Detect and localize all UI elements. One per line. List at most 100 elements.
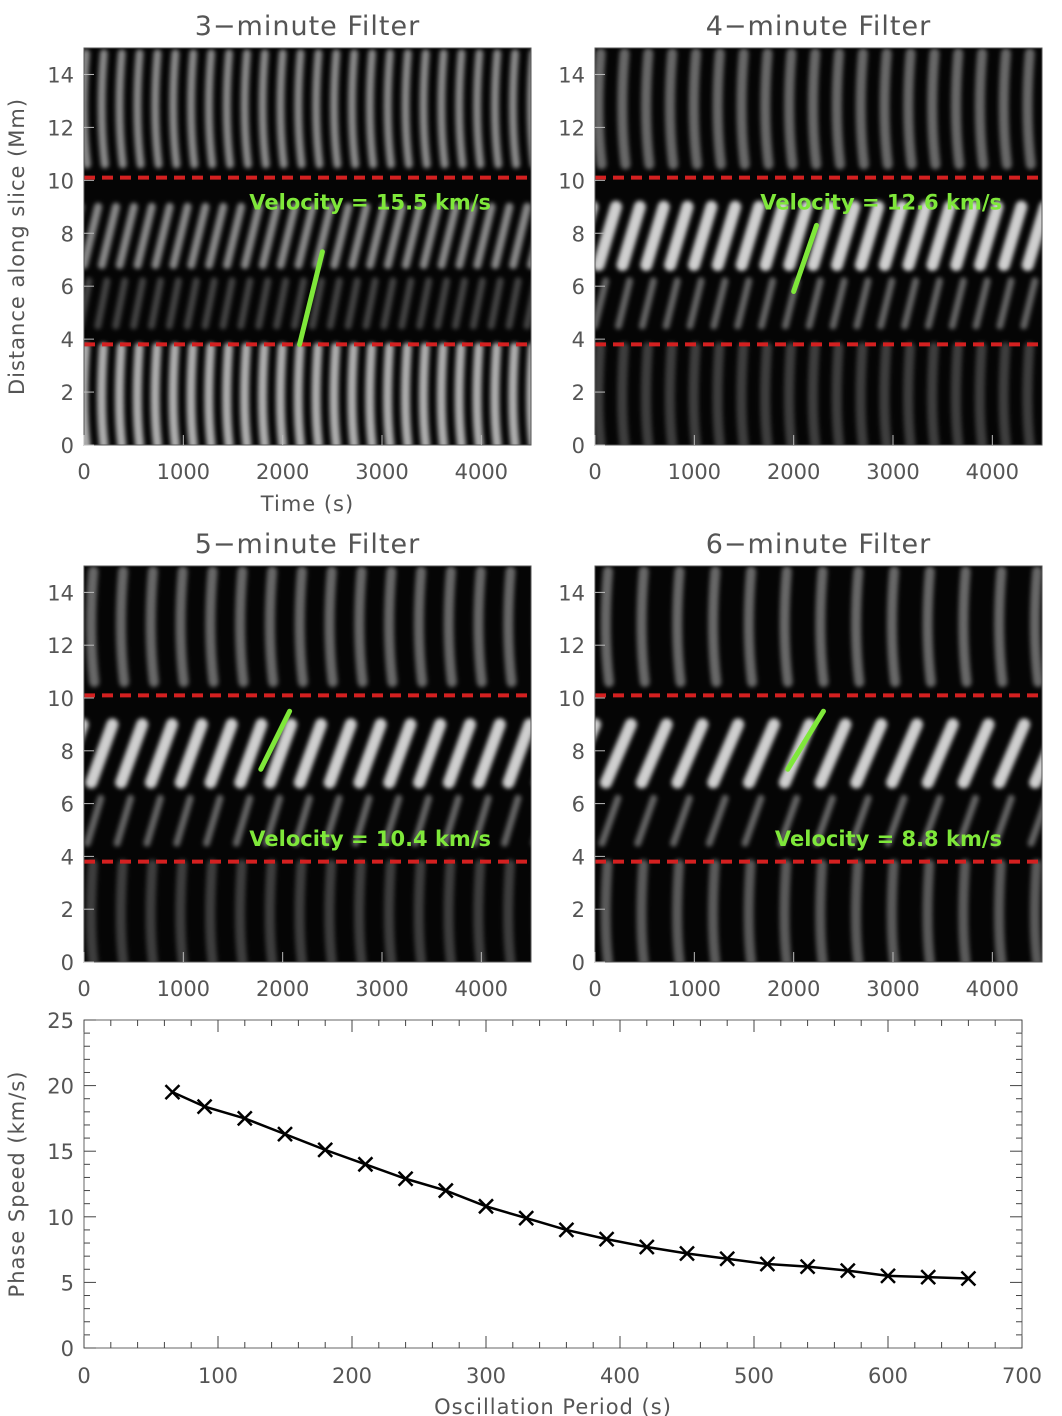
y-tick-label: 0 (572, 951, 585, 975)
panel-3-minute-filter: Velocity = 15.5 km/s 0 1000 2000 3000 4000 0 2 4… (5, 11, 532, 516)
x-tick-label: 3000 (355, 977, 408, 1001)
y-tick-label: 14 (47, 63, 74, 87)
data-point-marker (277, 1126, 293, 1143)
heatmap-oscillation-ridges (84, 566, 531, 962)
panel-title: 6−minute Filter (706, 529, 931, 560)
data-point-marker (478, 1198, 494, 1215)
fit-line (791, 222, 820, 294)
x-tick-label: 4000 (455, 460, 508, 484)
x-axis-label: Time (s) (260, 492, 354, 516)
y-tick-label: 10 (47, 1206, 74, 1230)
fit-line (785, 708, 826, 772)
x-tick-label: 0 (77, 1364, 90, 1388)
y-tick-label: 8 (61, 222, 74, 246)
velocity-annotation: Velocity = 12.6 km/s (760, 190, 1002, 214)
x-tick-label: 2000 (256, 977, 309, 1001)
y-tick-label: 10 (47, 687, 74, 711)
y-tick-label: 14 (558, 581, 585, 605)
panel-title: 3−minute Filter (195, 11, 420, 42)
y-tick-label: 10 (47, 169, 74, 193)
x-tick-label: 100 (198, 1364, 238, 1388)
data-point-marker (164, 1084, 181, 1101)
data-point-marker (598, 1231, 615, 1247)
data-point-marker (960, 1270, 977, 1287)
data-point-marker (759, 1256, 776, 1272)
x-tick-label: 1000 (157, 977, 210, 1001)
x-tick-label: 3000 (866, 460, 919, 484)
velocity-annotation: Velocity = 15.5 km/s (249, 190, 491, 214)
x-tick-label: 4000 (966, 460, 1019, 484)
data-point-marker (196, 1098, 213, 1115)
data-point-marker (839, 1262, 856, 1279)
data-point-marker (719, 1250, 736, 1267)
data-point-marker (236, 1110, 253, 1127)
y-tick-label: 12 (558, 116, 585, 140)
y-tick-label: 2 (572, 381, 585, 405)
x-tick-label: 600 (868, 1364, 908, 1388)
y-tick-label: 0 (572, 434, 585, 458)
panel-4-minute-filter: Velocity = 12.6 km/s 0 1000 2000 3000 4000 0 2 4… (558, 11, 1043, 484)
plot-frame (594, 565, 1043, 963)
plot-frame (83, 1019, 1023, 1349)
y-tick-label: 10 (558, 687, 585, 711)
data-point-marker (920, 1269, 937, 1286)
y-axis-label: Phase Speed (km/s) (5, 1071, 29, 1298)
y-tick-label: 2 (572, 898, 585, 922)
panel-title: 5−minute Filter (195, 529, 420, 560)
x-tick-label: 1000 (668, 460, 721, 484)
y-tick-label: 5 (61, 1271, 74, 1295)
fit-line (297, 249, 325, 347)
y-tick-label: 10 (558, 169, 585, 193)
y-tick-label: 4 (61, 845, 74, 869)
panel-title: 4−minute Filter (706, 11, 931, 42)
plot-frame (594, 47, 1043, 446)
y-tick-label: 8 (572, 740, 585, 764)
plot-frame (83, 565, 532, 963)
x-tick-label: 4000 (455, 977, 508, 1001)
panel-phase-speed: 0 100 200 300 400 500 600 700 0 5 10 15 20 25 Oscillat… (5, 1009, 1042, 1416)
data-point-marker (317, 1142, 334, 1158)
y-tick-label: 0 (61, 951, 74, 975)
y-tick-label: 12 (47, 116, 74, 140)
x-tick-label: 400 (600, 1364, 640, 1388)
x-tick-label: 3000 (355, 460, 408, 484)
data-point-marker (638, 1239, 655, 1255)
panel-6-minute-filter: Velocity = 8.8 km/s 0 1000 2000 3000 4000 0 2 4 6… (558, 529, 1043, 1001)
plot-frame (83, 47, 532, 446)
y-axis-label: Distance along slice (Mm) (5, 98, 29, 395)
y-tick-label: 6 (61, 275, 74, 299)
data-point-marker (558, 1222, 575, 1238)
data-point-marker (518, 1210, 535, 1226)
y-tick-label: 20 (47, 1075, 74, 1099)
x-tick-label: 3000 (866, 977, 919, 1001)
y-tick-label: 8 (572, 222, 585, 246)
x-tick-label: 0 (77, 460, 90, 484)
fit-line (258, 708, 293, 772)
x-tick-label: 200 (332, 1364, 372, 1388)
y-tick-label: 6 (572, 275, 585, 299)
data-point-marker (880, 1267, 896, 1284)
y-tick-label: 4 (61, 328, 74, 352)
y-tick-label: 0 (61, 434, 74, 458)
x-tick-label: 0 (77, 977, 90, 1001)
x-tick-label: 0 (588, 977, 601, 1001)
data-point-marker (397, 1170, 414, 1187)
y-tick-label: 2 (61, 898, 74, 922)
x-tick-label: 4000 (966, 977, 1019, 1001)
y-tick-label: 12 (47, 634, 74, 658)
x-tick-label: 700 (1002, 1364, 1042, 1388)
x-tick-label: 2000 (767, 460, 820, 484)
x-tick-label: 1000 (157, 460, 210, 484)
heatmap-oscillation-ridges (595, 48, 1042, 445)
heatmap-oscillation-ridges (595, 566, 1042, 962)
y-tick-label: 0 (61, 1337, 74, 1361)
panel-5-minute-filter: Velocity = 10.4 km/s 0 1000 2000 3000 4000 0 2 4… (47, 529, 532, 1001)
y-tick-label: 8 (61, 740, 74, 764)
y-tick-label: 25 (47, 1009, 74, 1033)
y-tick-label: 12 (558, 634, 585, 658)
x-tick-label: 300 (466, 1364, 506, 1388)
data-point-marker (437, 1182, 454, 1199)
data-point-marker (357, 1156, 374, 1173)
y-tick-label: 6 (61, 793, 74, 817)
